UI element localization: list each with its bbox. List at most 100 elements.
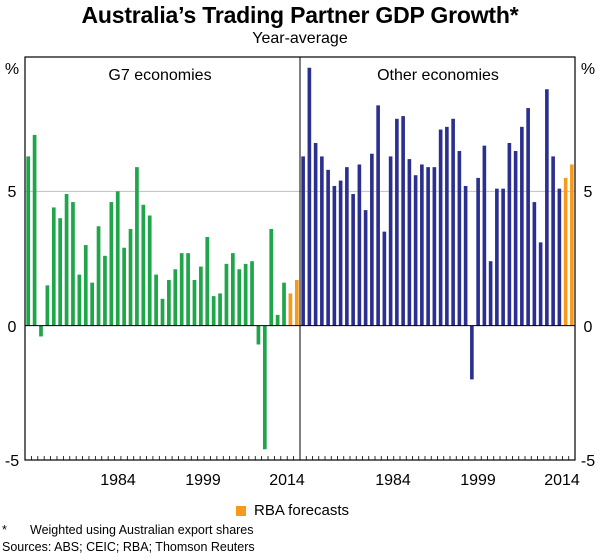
bar-g7-31	[224, 263, 229, 326]
bar-other-12	[376, 105, 380, 326]
bar-g7-40	[282, 282, 286, 326]
bar-g7-7	[71, 202, 75, 326]
bar-other-26	[463, 185, 468, 326]
bar-other-31	[495, 188, 499, 326]
bar-other-34	[513, 151, 518, 326]
footnote-text: Weighted using Australian export shares	[30, 523, 254, 537]
panel-title-g7: G7 economies	[108, 67, 211, 84]
bar-other-20	[426, 167, 430, 326]
bar-g7-19	[147, 215, 152, 326]
bar-g7-11	[96, 226, 101, 326]
y-tick-right-neg5: -5	[581, 453, 595, 470]
chart-title: Australia’s Trading Partner GDP Growth*	[81, 2, 519, 28]
bar-other-18	[413, 175, 418, 326]
bar-g7-29	[211, 296, 216, 326]
x-tick-other-1999: 1999	[460, 472, 496, 489]
y-unit-right: %	[581, 61, 595, 78]
y-tick-right-5: 5	[584, 184, 593, 201]
bar-other-9	[357, 164, 362, 326]
bar-other-37	[532, 202, 537, 326]
bar-other-0	[301, 156, 305, 326]
bar-g7-27	[199, 266, 203, 326]
bar-g7-0	[26, 156, 31, 326]
bar-g7-15	[122, 247, 126, 326]
forecast-bar-g7-41	[288, 293, 293, 326]
bar-other-5	[332, 185, 337, 326]
bar-g7-6	[64, 194, 69, 326]
bar-g7-39	[275, 314, 280, 326]
bar-g7-37	[262, 325, 267, 450]
bars	[26, 67, 574, 450]
bar-g7-13	[109, 202, 114, 326]
bar-other-33	[507, 142, 512, 326]
bar-other-36	[526, 108, 530, 326]
bar-other-23	[445, 126, 449, 326]
footnote: * Weighted using Australian export shares	[2, 523, 254, 537]
bar-other-17	[407, 159, 412, 326]
bar-other-6	[338, 180, 343, 326]
bar-other-8	[351, 194, 355, 326]
bar-g7-38	[269, 228, 274, 326]
bar-g7-25	[186, 253, 190, 326]
bar-g7-22	[167, 279, 171, 326]
bar-other-11	[370, 153, 374, 326]
bar-other-25	[457, 151, 462, 326]
bar-other-27	[470, 325, 474, 380]
bar-g7-4	[51, 207, 56, 326]
bar-g7-16	[128, 228, 133, 326]
bar-other-41	[557, 188, 562, 326]
bar-g7-18	[141, 204, 146, 326]
bar-other-32	[501, 188, 505, 326]
bar-other-14	[388, 156, 393, 326]
bar-other-29	[482, 145, 487, 326]
bar-g7-17	[135, 167, 139, 326]
bar-g7-34	[243, 263, 248, 326]
bar-other-15	[395, 118, 399, 326]
x-tick-g7-1984: 1984	[100, 472, 136, 489]
y-tick-left-0: 0	[8, 319, 17, 336]
axis-ticks	[24, 325, 576, 460]
bar-g7-8	[77, 274, 82, 326]
bar-g7-26	[192, 279, 197, 326]
x-tick-other-1984: 1984	[375, 472, 411, 489]
bar-g7-30	[218, 293, 222, 326]
bar-other-13	[382, 231, 387, 326]
forecast-bar-other-43	[570, 164, 574, 326]
bar-g7-14	[115, 191, 120, 326]
bar-g7-24	[179, 253, 184, 326]
panel-title-other: Other economies	[377, 67, 499, 84]
bar-other-30	[488, 261, 493, 326]
bar-other-4	[326, 169, 330, 326]
x-tick-other-2014: 2014	[544, 472, 580, 489]
bar-other-22	[438, 129, 443, 326]
bar-g7-9	[83, 245, 88, 326]
chart-subtitle: Year-average	[252, 30, 348, 47]
y-tick-right-0: 0	[584, 319, 593, 336]
y-unit-left: %	[5, 61, 19, 78]
legend-forecast-swatch	[236, 505, 246, 516]
bar-g7-33	[237, 269, 242, 326]
bar-other-10	[363, 210, 368, 326]
bar-other-35	[520, 126, 524, 326]
x-tick-g7-1999: 1999	[185, 472, 221, 489]
bar-g7-28	[205, 237, 210, 326]
footnote-marker: *	[2, 523, 7, 537]
bar-other-3	[320, 156, 324, 326]
forecast-bar-other-42	[563, 177, 568, 326]
bar-other-39	[545, 89, 549, 326]
bar-other-1	[307, 67, 312, 326]
chart-svg: G7 economies Other economies % % 5 0 -5 …	[5, 56, 595, 489]
bar-other-16	[401, 116, 405, 326]
x-tick-g7-2014: 2014	[269, 472, 305, 489]
legend: RBA forecasts	[236, 502, 349, 519]
bar-other-2	[313, 142, 318, 326]
sources-note: Sources: ABS; CEIC; RBA; Thomson Reuters	[2, 540, 255, 554]
bar-other-38	[538, 242, 543, 326]
bar-other-21	[432, 167, 437, 326]
bar-other-24	[451, 118, 455, 326]
bar-g7-2	[39, 325, 43, 337]
bar-g7-35	[250, 261, 254, 326]
legend-forecast-label: RBA forecasts	[254, 502, 350, 519]
bar-g7-3	[45, 285, 50, 326]
bar-other-19	[420, 164, 424, 326]
